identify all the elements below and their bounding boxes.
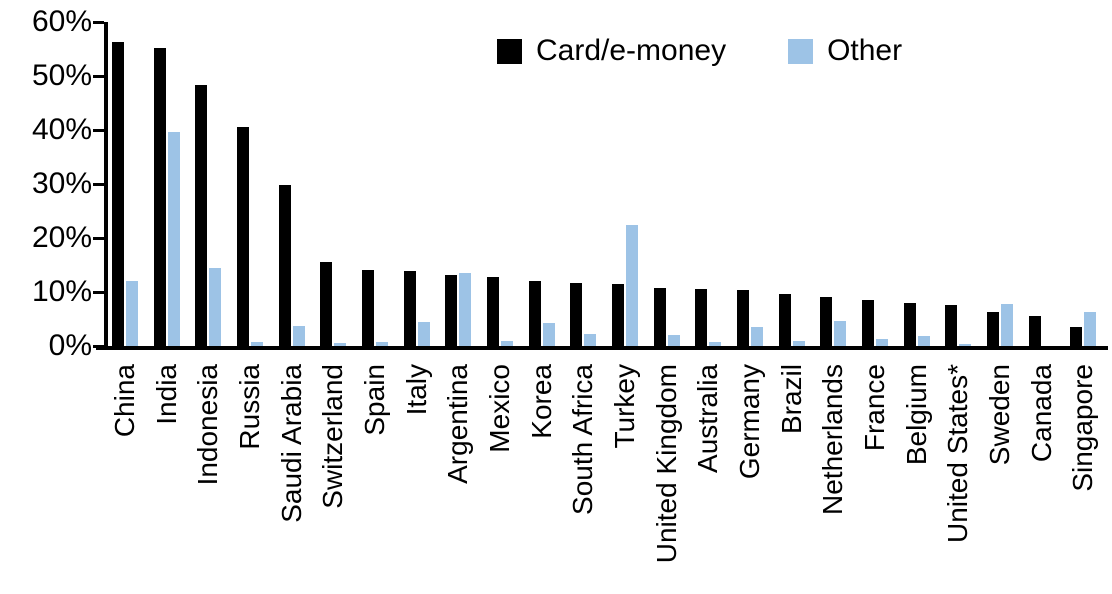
- bar-card-e-money-singapore: [1070, 326, 1083, 346]
- x-axis-label-brazil: Brazil: [775, 364, 807, 435]
- bar-card-e-money-argentina: [445, 274, 458, 346]
- x-axis-label-belgium: Belgium: [900, 364, 932, 466]
- bar-other-italy: [417, 322, 430, 346]
- x-axis-label-united-states-: United States*: [942, 364, 974, 543]
- bar-card-e-money-netherlands: [820, 297, 833, 346]
- x-axis-label-argentina: Argentina: [442, 364, 474, 484]
- x-axis-label-sweden: Sweden: [983, 364, 1015, 466]
- bar-card-e-money-mexico: [486, 277, 499, 346]
- bar-card-e-money-turkey: [611, 284, 624, 346]
- bar-other-india: [167, 131, 180, 346]
- bar-card-e-money-australia: [695, 288, 708, 346]
- bar-other-brazil: [792, 340, 805, 346]
- bar-card-e-money-south-africa: [570, 283, 583, 346]
- x-axis-line: [96, 346, 1108, 350]
- bar-other-france: [875, 338, 888, 346]
- bar-other-belgium: [917, 336, 930, 346]
- y-axis-line: [104, 22, 108, 350]
- y-axis-tick: [93, 291, 104, 294]
- legend-swatch-other: [788, 38, 814, 64]
- bar-other-russia: [250, 341, 263, 346]
- bar-card-e-money-india: [153, 48, 166, 346]
- legend-swatch-card-e-money: [497, 38, 522, 64]
- x-axis-label-turkey: Turkey: [608, 364, 640, 449]
- x-axis-label-netherlands: Netherlands: [817, 364, 849, 515]
- x-axis-label-indonesia: Indonesia: [192, 364, 224, 486]
- y-axis-label: 50%: [31, 59, 92, 92]
- bar-other-china: [125, 281, 138, 346]
- y-axis-label: 30%: [31, 167, 92, 200]
- bar-card-e-money-italy: [403, 270, 416, 346]
- x-axis-label-switzerland: Switzerland: [317, 364, 349, 509]
- bar-card-e-money-russia: [236, 126, 249, 346]
- x-axis-label-france: France: [858, 364, 890, 452]
- y-axis-tick: [93, 183, 104, 186]
- bar-other-indonesia: [209, 268, 222, 346]
- bar-other-korea: [542, 323, 555, 346]
- legend-label-other: Other: [827, 34, 903, 67]
- y-axis-label: 10%: [31, 275, 92, 308]
- x-axis-label-canada: Canada: [1025, 364, 1057, 463]
- bar-card-e-money-united-kingdom: [653, 287, 666, 346]
- bar-card-e-money-korea: [528, 281, 541, 346]
- y-axis-label: 40%: [31, 113, 92, 146]
- y-axis-label: 0%: [48, 329, 92, 362]
- bar-card-e-money-canada: [1028, 316, 1041, 346]
- x-axis-label-spain: Spain: [358, 364, 390, 436]
- bar-card-e-money-indonesia: [195, 85, 208, 346]
- x-axis-label-singapore: Singapore: [1067, 364, 1099, 492]
- y-axis-tick: [93, 237, 104, 240]
- bar-card-e-money-belgium: [903, 302, 916, 346]
- x-axis-label-italy: Italy: [400, 364, 432, 416]
- bar-card-e-money-spain: [361, 269, 374, 346]
- bar-card-e-money-france: [861, 300, 874, 346]
- x-axis-label-india: India: [150, 364, 182, 425]
- x-axis-label-south-africa: South Africa: [567, 364, 599, 515]
- bar-card-e-money-germany: [736, 290, 749, 346]
- x-axis-label-russia: Russia: [233, 364, 265, 450]
- y-axis-label: 60%: [31, 5, 92, 38]
- x-axis-label-united-kingdom: United Kingdom: [650, 364, 682, 564]
- x-axis-label-mexico: Mexico: [483, 364, 515, 453]
- bar-other-saudi-arabia: [292, 326, 305, 346]
- x-axis-label-germany: Germany: [733, 364, 765, 480]
- chart-legend: Card/e-money Other: [497, 36, 902, 66]
- x-axis-label-australia: Australia: [692, 364, 724, 473]
- bar-card-e-money-switzerland: [320, 262, 333, 346]
- bar-card-e-money-sweden: [986, 311, 999, 346]
- bar-card-e-money-saudi-arabia: [278, 185, 291, 346]
- bar-other-argentina: [459, 272, 472, 346]
- bar-other-netherlands: [834, 321, 847, 346]
- y-axis-tick: [93, 129, 104, 132]
- bar-card-e-money-china: [111, 41, 124, 346]
- bar-other-mexico: [500, 341, 513, 346]
- bar-other-united-kingdom: [667, 335, 680, 346]
- bar-other-germany: [750, 326, 763, 346]
- x-axis-label-china: China: [108, 364, 140, 438]
- y-axis-tick: [93, 75, 104, 78]
- bar-card-e-money-brazil: [778, 293, 791, 346]
- bar-card-e-money-united-states-: [945, 304, 958, 346]
- bar-other-singapore: [1084, 311, 1097, 346]
- x-axis-label-korea: Korea: [525, 364, 557, 439]
- x-axis-label-saudi-arabia: Saudi Arabia: [275, 364, 307, 523]
- y-axis-label: 20%: [31, 221, 92, 254]
- bar-other-south-africa: [584, 334, 597, 346]
- bar-other-sweden: [1000, 303, 1013, 346]
- bar-other-united-states-: [959, 344, 972, 346]
- bar-other-switzerland: [334, 343, 347, 346]
- legend-label-card-e-money: Card/e-money: [536, 34, 727, 67]
- y-axis-tick: [93, 21, 104, 24]
- bar-other-australia: [709, 342, 722, 346]
- bar-other-spain: [375, 342, 388, 346]
- bar-other-turkey: [625, 225, 638, 346]
